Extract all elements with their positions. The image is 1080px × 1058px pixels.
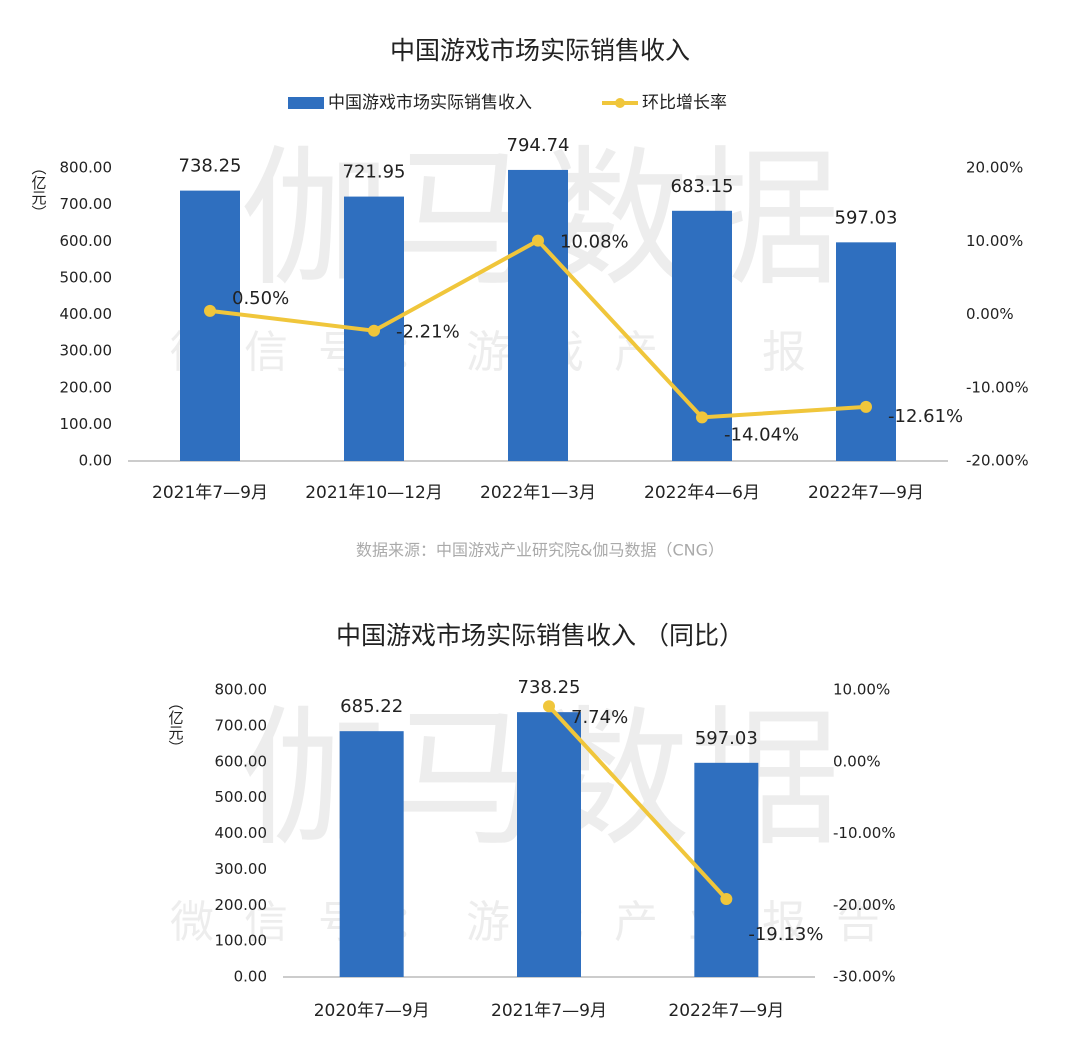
data-label: -12.61% — [888, 406, 963, 427]
y-tick-label: 200.00 — [215, 896, 268, 914]
data-label: 597.03 — [695, 728, 758, 749]
y2-tick-label: 0.00% — [833, 752, 881, 770]
y-tick-label: 0.00 — [79, 452, 112, 470]
x-tick-label: 2022年7—9月 — [808, 483, 924, 503]
bar — [508, 169, 568, 462]
bar — [180, 190, 240, 461]
y-tick-label: 700.00 — [60, 195, 113, 213]
y-axis-title: （亿元） — [30, 160, 48, 220]
y-tick-label: 200.00 — [60, 378, 113, 396]
line-point — [532, 234, 544, 247]
data-label: 721.95 — [343, 162, 406, 183]
line-point — [368, 324, 380, 337]
data-label: -19.13% — [748, 924, 823, 945]
data-label: 0.50% — [232, 288, 289, 309]
data-label: 794.74 — [507, 135, 570, 156]
data-label: 685.22 — [340, 696, 403, 717]
line-point — [543, 700, 555, 713]
data-label: 683.15 — [671, 176, 734, 197]
data-label: 7.74% — [571, 707, 628, 728]
y2-tick-label: -30.00% — [833, 968, 896, 986]
source: 数据来源：中国游戏产业研究院&伽马数据（CNG） — [356, 541, 724, 560]
legend-label: 环比增长率 — [642, 93, 727, 113]
y-tick-label: 300.00 — [215, 860, 268, 878]
x-tick-label: 2022年1—3月 — [480, 483, 596, 503]
y-tick-label: 100.00 — [60, 415, 113, 433]
data-label: -2.21% — [396, 322, 460, 343]
line-point — [860, 400, 872, 413]
legend-label: 中国游戏市场实际销售收入 — [328, 93, 532, 113]
y2-tick-label: 10.00% — [966, 232, 1023, 250]
x-tick-label: 2022年7—9月 — [668, 1001, 784, 1021]
bar — [517, 712, 581, 977]
data-label: 597.03 — [835, 207, 898, 228]
y-tick-label: 400.00 — [60, 305, 113, 323]
y2-tick-label: 20.00% — [966, 159, 1023, 177]
y-tick-label: 0.00 — [234, 968, 267, 986]
y2-tick-label: 0.00% — [966, 305, 1014, 323]
y-tick-label: 600.00 — [60, 232, 113, 250]
y-tick-label: 700.00 — [215, 716, 268, 734]
legend-swatch — [288, 97, 324, 109]
y-tick-label: 800.00 — [215, 681, 268, 699]
bar — [339, 731, 404, 977]
x-tick-label: 2021年10—12月 — [305, 483, 443, 503]
legend-swatch — [615, 98, 625, 108]
data-label: 10.08% — [560, 232, 629, 253]
data-label: 738.25 — [179, 156, 242, 177]
y-axis-title: （亿元） — [167, 695, 185, 755]
bar — [836, 242, 896, 461]
y-tick-label: 300.00 — [60, 342, 113, 360]
x-tick-label: 2020年7—9月 — [314, 1001, 430, 1021]
x-tick-label: 2021年7—9月 — [152, 483, 268, 503]
y2-tick-label: -10.00% — [833, 824, 896, 842]
line-point — [204, 304, 216, 317]
data-label: -14.04% — [724, 424, 799, 445]
y2-tick-label: 10.00% — [833, 681, 890, 699]
y-tick-label: 600.00 — [215, 752, 268, 770]
y-tick-label: 400.00 — [215, 824, 268, 842]
y2-tick-label: -20.00% — [966, 452, 1029, 470]
line — [547, 704, 728, 901]
line-point — [696, 411, 708, 424]
data-label: 738.25 — [518, 677, 581, 698]
bar — [694, 762, 759, 977]
y-tick-label: 100.00 — [215, 932, 268, 950]
line-point — [720, 893, 733, 906]
x-tick-label: 2021年7—9月 — [491, 1001, 607, 1021]
x-tick-label: 2022年4—6月 — [644, 483, 760, 503]
y2-tick-label: -10.00% — [966, 378, 1029, 396]
chart-title: 中国游戏市场实际销售收入 — [390, 36, 690, 65]
y-tick-label: 500.00 — [215, 788, 268, 806]
y-tick-label: 800.00 — [60, 159, 113, 177]
y-tick-label: 500.00 — [60, 268, 113, 286]
chart-title: 中国游戏市场实际销售收入 （同比） — [336, 621, 744, 650]
y2-tick-label: -20.00% — [833, 896, 896, 914]
bar — [672, 210, 732, 461]
